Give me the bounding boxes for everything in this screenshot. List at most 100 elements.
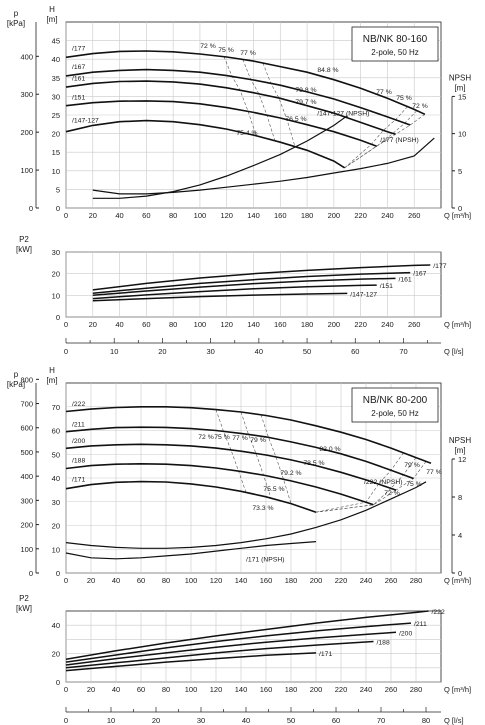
power-curve	[92, 284, 377, 300]
x-tick-label: 220	[335, 685, 348, 694]
efficiency-label: 75 %	[214, 434, 230, 441]
ls-tick-label: 70	[399, 347, 407, 356]
x-tick-label: 20	[89, 320, 97, 329]
ls-tick-label: 10	[107, 716, 115, 725]
efficiency-label: 77 %	[426, 469, 442, 476]
npsh-tick-label: 4	[458, 531, 462, 540]
pressure-axis-label: p	[14, 370, 19, 379]
efficiency-line	[215, 409, 247, 493]
npsh-tick-label: 8	[458, 493, 462, 502]
npsh-curve-label: /222 (NPSH)	[364, 479, 403, 486]
chart-subtitle: 2-pole, 50 Hz	[371, 48, 419, 57]
power-x-axis-label: Q [m³/h]	[444, 320, 471, 329]
efficiency-line	[260, 414, 292, 504]
h-tick-label: 35	[52, 74, 60, 83]
x-tick-label: 80	[162, 685, 170, 694]
npsh-curve	[65, 481, 427, 549]
x-tick-label: 0	[64, 685, 68, 694]
x-tick-label: 240	[381, 211, 394, 220]
pressure-tick-label: 200	[20, 128, 33, 137]
pressure-tick-label: 800	[20, 375, 33, 384]
efficiency-label: 77 %	[376, 89, 392, 96]
pressure-tick-label: 100	[20, 545, 33, 554]
power-curve-label: /188	[377, 640, 390, 647]
efficiency-label: 75 %	[218, 47, 234, 54]
power-curve-label: /167	[413, 271, 426, 278]
power-tick-label: 40	[52, 621, 60, 630]
ls-tick-label: 80	[422, 716, 430, 725]
head-axis-label: H	[49, 366, 55, 375]
h-tick-label: 10	[52, 545, 60, 554]
x-tick-label: 120	[220, 211, 233, 220]
x-tick-label: 140	[247, 320, 260, 329]
power-curve	[65, 631, 397, 666]
x-tick-label: 80	[162, 576, 170, 585]
x-tick-label: 140	[247, 211, 260, 220]
efficiency-label: 79 %	[250, 437, 266, 444]
pressure-axis-label: p	[14, 9, 19, 18]
npsh-curve	[92, 137, 435, 195]
npsh-axis-unit: [m]	[454, 446, 465, 455]
efficiency-label: 72 %	[412, 103, 428, 110]
head-curve-label: /188	[72, 458, 85, 465]
x-tick-label: 220	[354, 211, 367, 220]
x-tick-label: 200	[310, 576, 323, 585]
x-tick-label: 120	[210, 685, 223, 694]
x-tick-label: 60	[137, 576, 145, 585]
chart-subtitle: 2-pole, 50 Hz	[371, 409, 419, 418]
efficiency-line	[344, 106, 408, 169]
efficiency-label: 79.7 %	[295, 99, 316, 106]
x-tick-label: 240	[381, 320, 394, 329]
power-curve-label: /222	[432, 609, 445, 616]
ls-tick-label: 20	[158, 347, 166, 356]
x-axis-label: Q [m³/h]	[444, 211, 471, 220]
ls-tick-label: 50	[287, 716, 295, 725]
power-axis-label: P2	[19, 235, 29, 244]
x-tick-label: 20	[89, 211, 97, 220]
x-tick-label: 60	[142, 211, 150, 220]
x-tick-label: 80	[169, 211, 177, 220]
x-tick-label: 20	[87, 685, 95, 694]
ls-axis-label: Q [l/s]	[444, 347, 464, 356]
h-tick-label: 60	[52, 427, 60, 436]
power-curve-label: /200	[399, 630, 412, 637]
x-tick-label: 100	[194, 320, 207, 329]
chart-title: NB/NK 80-160	[363, 34, 428, 45]
ls-tick-label: 30	[206, 347, 214, 356]
h-tick-label: 10	[52, 167, 60, 176]
x-tick-label: 180	[301, 320, 314, 329]
x-tick-label: 160	[274, 211, 287, 220]
ls-axis-label: Q [l/s]	[444, 716, 464, 725]
efficiency-label: 75 %	[406, 481, 422, 488]
efficiency-label: 84.8 %	[317, 67, 338, 74]
npsh-tick-label: 5	[458, 167, 462, 176]
efficiency-line	[240, 411, 272, 499]
head-curve-label: /161	[72, 75, 85, 82]
head-curve-188	[65, 462, 374, 506]
x-tick-label: 160	[274, 320, 287, 329]
x-tick-label: 220	[335, 576, 348, 585]
x-tick-label: 40	[115, 320, 123, 329]
h-tick-label: 0	[56, 569, 60, 578]
head-curve-label: /200	[72, 438, 85, 445]
power-curve-label: /161	[398, 276, 411, 283]
pressure-tick-label: 0	[29, 204, 33, 213]
efficiency-label: 75.5 %	[263, 486, 284, 493]
pressure-tick-label: 0	[29, 569, 33, 578]
h-tick-label: 30	[52, 92, 60, 101]
x-tick-label: 260	[408, 211, 421, 220]
efficiency-label: 73.3 %	[252, 505, 273, 512]
h-tick-label: 30	[52, 498, 60, 507]
head-axis-unit: [m]	[46, 376, 57, 385]
pressure-tick-label: 600	[20, 424, 33, 433]
x-tick-label: 240	[360, 685, 373, 694]
x-tick-label: 160	[260, 685, 273, 694]
title-frame	[351, 387, 439, 423]
h-tick-label: 0	[56, 204, 60, 213]
efficiency-line	[262, 62, 296, 147]
head-curve-label: /222	[72, 401, 85, 408]
npsh-tick-label: 12	[458, 455, 466, 464]
ls-tick-label: 60	[332, 716, 340, 725]
npsh-tick-label: 10	[458, 130, 466, 139]
pressure-tick-label: 400	[20, 472, 33, 481]
